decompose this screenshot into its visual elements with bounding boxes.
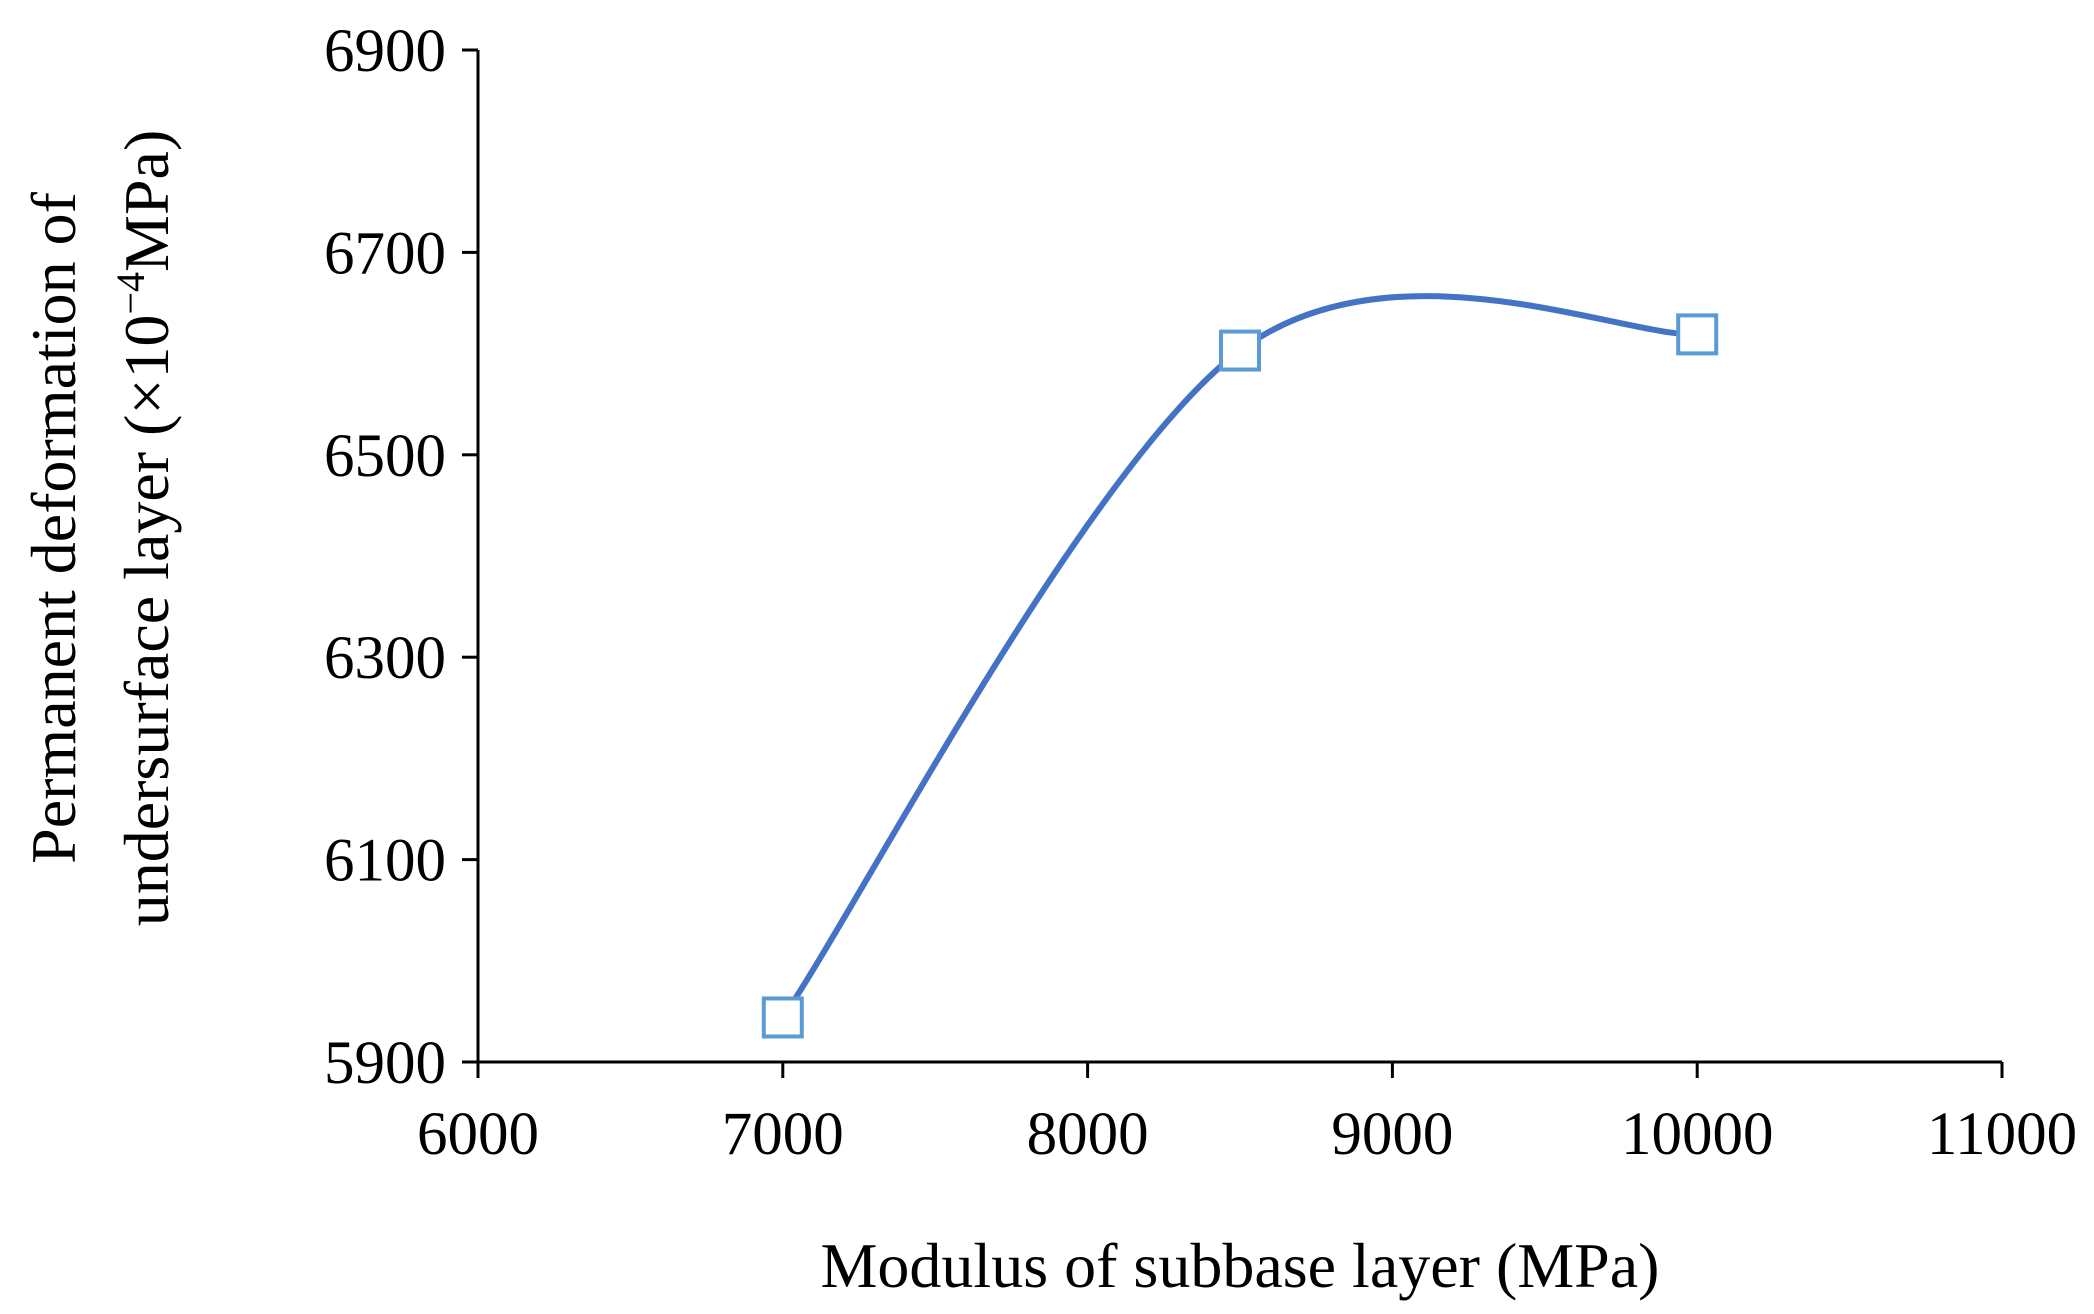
y-axis-title-line2-suffix: MPa) — [111, 130, 182, 272]
data-point-marker — [1219, 329, 1261, 372]
x-tick-label: 8000 — [1027, 1101, 1149, 1168]
series-layer — [761, 293, 1719, 1039]
data-point-marker — [1676, 313, 1719, 356]
y-tick-label: 6300 — [324, 625, 446, 692]
x-ticks: 6000 7000 8000 9000 10000 11000 — [417, 1062, 2077, 1168]
x-tick-label: 7000 — [722, 1101, 844, 1168]
y-axis-title-line2-exponent: −4 — [108, 272, 153, 315]
series-line — [779, 293, 1701, 1021]
x-tick-label: 10000 — [1621, 1101, 1774, 1168]
y-tick-label: 6100 — [324, 828, 446, 895]
axes — [476, 50, 2002, 1064]
y-ticks: 5900 6100 6300 6500 6700 6900 — [324, 18, 478, 1097]
y-axis-title-line2-prefix: undersurface layer (×10 — [111, 315, 182, 927]
y-tick-label: 6500 — [324, 423, 446, 490]
x-tick-label: 6000 — [417, 1101, 539, 1168]
y-axis-title: Permanent deformation of — [18, 191, 89, 863]
y-axis-title-line2: undersurface layer (×10−4MPa) — [108, 130, 182, 927]
x-tick-label: 9000 — [1331, 1101, 1453, 1168]
y-tick-label: 6900 — [324, 18, 446, 85]
y-tick-label: 5900 — [324, 1030, 446, 1097]
data-point-marker — [761, 996, 804, 1039]
y-tick-label: 6700 — [324, 220, 446, 287]
y-axis-title-line1: Permanent deformation of — [18, 191, 89, 863]
x-tick-label: 11000 — [1927, 1101, 2077, 1168]
y-axis-title-2: undersurface layer (×10−4MPa) — [108, 130, 182, 927]
x-axis-title: Modulus of subbase layer (MPa) — [821, 1230, 1660, 1301]
